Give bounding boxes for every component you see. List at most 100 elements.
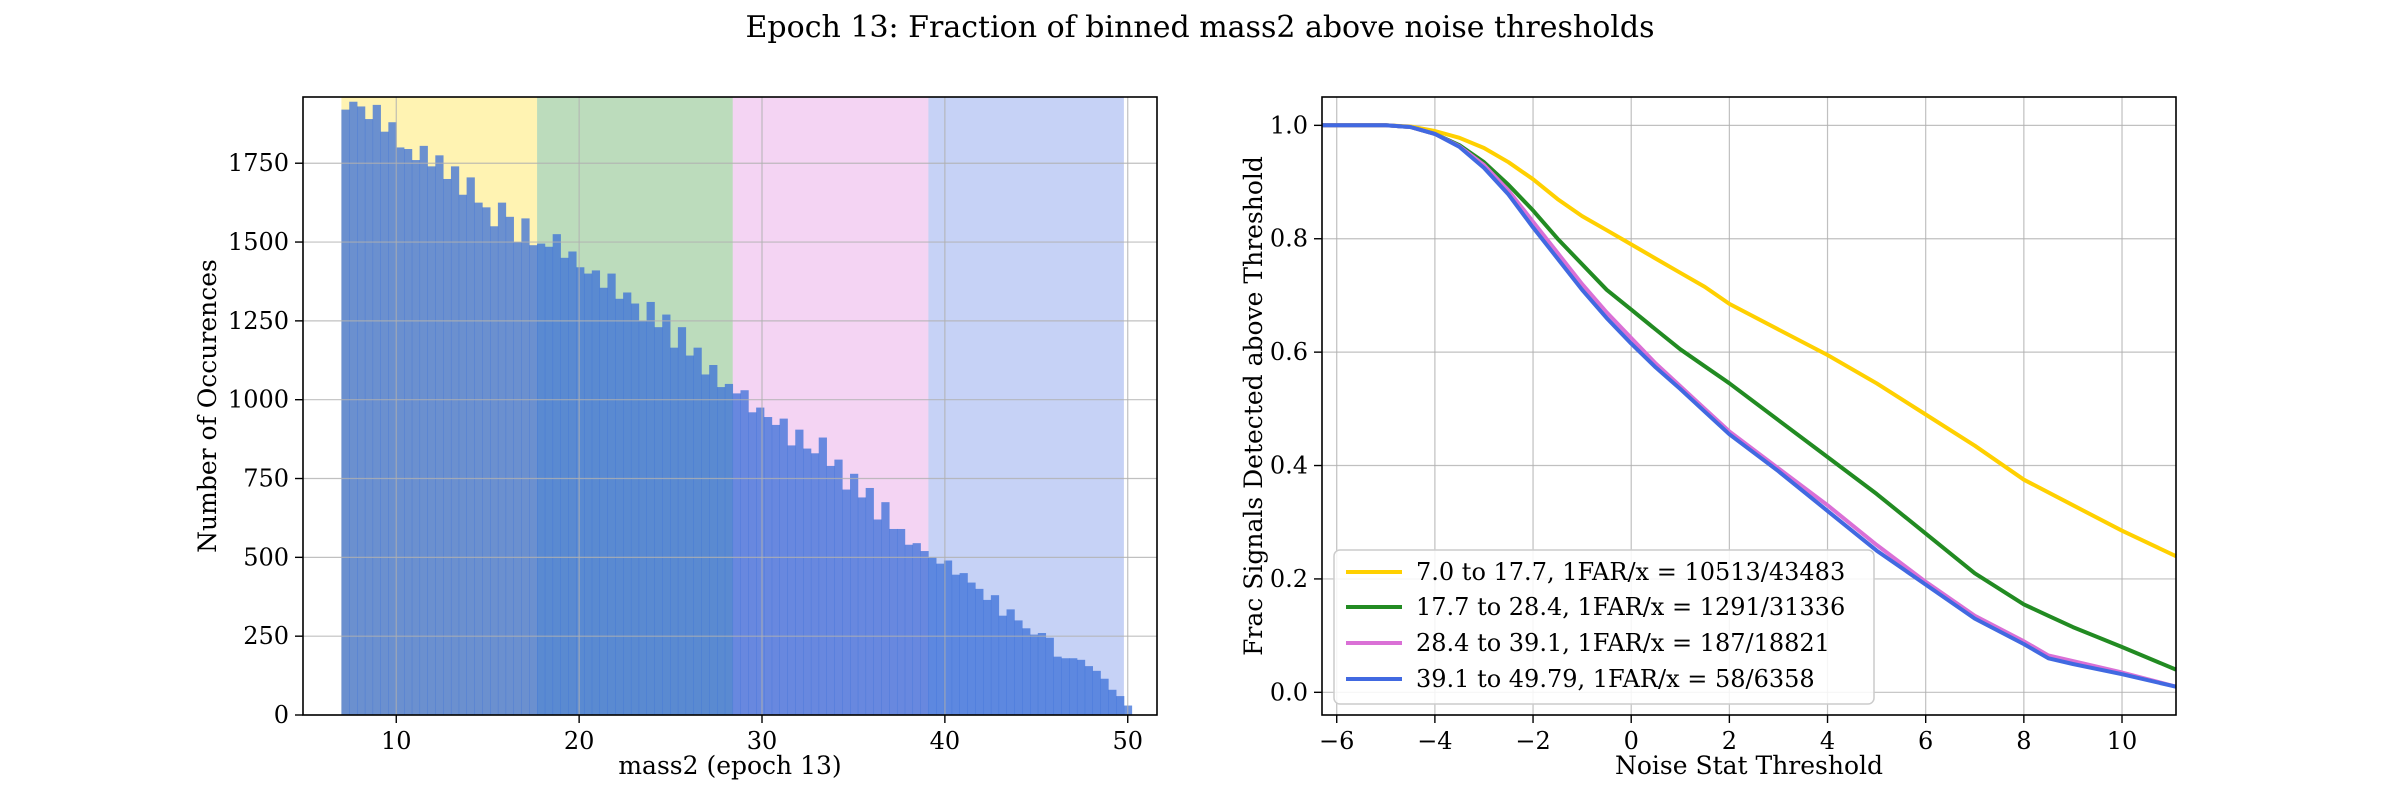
histogram-bar xyxy=(748,412,757,715)
histogram-x-tick-label: 10 xyxy=(381,727,412,755)
legend-label-0: 7.0 to 17.7, 1FAR/x = 10513/43483 xyxy=(1416,558,1845,586)
histogram-bar xyxy=(896,528,906,715)
histogram-xlabel: mass2 (epoch 13) xyxy=(618,751,841,780)
histogram-bar xyxy=(709,365,718,715)
line-x-tick-label: −4 xyxy=(1417,727,1452,755)
histogram-bar xyxy=(607,273,616,715)
line-y-tick-label: 0.4 xyxy=(1270,452,1308,480)
histogram-bar xyxy=(404,149,413,715)
histogram-bar xyxy=(505,216,514,715)
histogram-bar xyxy=(857,497,867,715)
histogram-bar xyxy=(1022,628,1031,715)
line-y-tick-label: 0.6 xyxy=(1270,338,1308,366)
histogram-bar xyxy=(795,429,804,715)
histogram-bars xyxy=(341,101,1133,716)
line-x-tick-label: −2 xyxy=(1515,727,1550,755)
histogram-bar xyxy=(357,106,366,716)
histogram-bar xyxy=(693,347,702,715)
histogram-bar xyxy=(497,202,507,715)
histogram-bar xyxy=(349,101,358,715)
histogram-bar xyxy=(1084,666,1094,715)
histogram-bar xyxy=(450,166,460,716)
histogram-bar xyxy=(1092,670,1101,715)
histogram-bar xyxy=(779,418,788,715)
histogram-bar xyxy=(388,122,397,715)
line-x-tick-label: 10 xyxy=(2107,727,2138,755)
histogram-grid xyxy=(303,97,1157,716)
histogram-bar xyxy=(1061,658,1070,715)
histogram-bar xyxy=(1006,609,1015,715)
histogram-bar xyxy=(1030,634,1039,715)
histogram-bar xyxy=(537,243,546,715)
histogram-bar xyxy=(552,234,561,716)
histogram-ylabel: Number of Occurences xyxy=(193,259,222,553)
histogram-bar xyxy=(443,178,452,715)
histogram-bar xyxy=(490,226,499,715)
histogram-bar xyxy=(615,298,624,715)
histogram-bar xyxy=(732,393,741,715)
histogram-bar xyxy=(818,437,827,715)
histogram-bar xyxy=(842,489,851,715)
histogram-bar xyxy=(560,257,569,715)
histogram-bar xyxy=(654,327,663,715)
histogram-bar xyxy=(623,292,632,715)
line-xlabel: Noise Stat Threshold xyxy=(1615,751,1883,780)
histogram-bar xyxy=(685,355,694,715)
line-ticks: −6 −4 −2 0 2 4 6 8 10 0.0 0.2 0.4 0.6 0.8 1.0 xyxy=(1270,111,2137,755)
histogram-bar xyxy=(983,599,992,715)
histogram-bar xyxy=(889,528,898,715)
histogram-bar xyxy=(904,544,914,715)
line-series-0 xyxy=(1322,123,2177,559)
line-y-tick-label: 0.0 xyxy=(1270,678,1308,706)
histogram-bar xyxy=(967,582,976,715)
histogram-bar xyxy=(920,551,929,715)
histogram-bar xyxy=(662,314,671,715)
histogram-bar xyxy=(803,448,812,715)
histogram-y-tick-label: 1250 xyxy=(228,307,289,335)
histogram-bar xyxy=(670,347,679,715)
line-y-tick-label: 0.8 xyxy=(1270,225,1308,253)
line-y-tick-label: 1.0 xyxy=(1270,111,1308,139)
histogram-bar xyxy=(372,104,381,716)
histogram-bar xyxy=(1053,656,1062,715)
legend-label-2: 28.4 to 39.1, 1FAR/x = 187/18821 xyxy=(1416,629,1830,657)
histogram-bar xyxy=(701,374,710,715)
histogram-y-tick-label: 1750 xyxy=(228,149,289,177)
histogram-bar xyxy=(1069,658,1078,715)
histogram-bar xyxy=(771,424,781,715)
histogram-bar xyxy=(544,246,554,716)
line-legend: 7.0 to 17.7, 1FAR/x = 10513/43483 17.7 t… xyxy=(1333,549,1875,705)
histogram-bar xyxy=(380,131,389,716)
histogram-bar xyxy=(576,267,585,715)
histogram-bar xyxy=(1100,678,1109,715)
line-x-tick-label: 8 xyxy=(2016,727,2031,755)
histogram-bar xyxy=(943,560,953,715)
histogram-bar xyxy=(677,327,687,715)
histogram-bar xyxy=(717,387,726,715)
histogram-bar xyxy=(1037,633,1047,715)
histogram-x-tick-label: 30 xyxy=(747,727,778,755)
histogram-y-tick-label: 500 xyxy=(243,543,289,571)
line-x-tick-label: 4 xyxy=(1820,727,1835,755)
histogram-y-tick-label: 1500 xyxy=(228,228,289,256)
histogram-bar xyxy=(1076,659,1086,715)
histogram-bar xyxy=(411,160,421,715)
histogram-y-tick-label: 250 xyxy=(243,622,289,650)
histogram-bar xyxy=(850,473,859,715)
histogram-bar xyxy=(591,270,601,715)
histogram-bar xyxy=(482,207,491,715)
histogram-bar xyxy=(466,177,475,715)
histogram-bar xyxy=(583,273,593,715)
histogram-bar xyxy=(998,615,1007,715)
legend-label-3: 39.1 to 49.79, 1FAR/x = 58/6358 xyxy=(1416,665,1815,693)
line-y-tick-label: 0.2 xyxy=(1270,565,1308,593)
histogram-bar xyxy=(873,519,882,715)
histogram-bar xyxy=(763,417,773,715)
histogram-bar xyxy=(1045,637,1054,715)
histogram-bar xyxy=(646,301,655,715)
line-x-tick-label: 2 xyxy=(1722,727,1737,755)
histogram-bar xyxy=(396,147,405,715)
histogram-bar xyxy=(951,574,960,715)
histogram-bar xyxy=(787,445,796,715)
